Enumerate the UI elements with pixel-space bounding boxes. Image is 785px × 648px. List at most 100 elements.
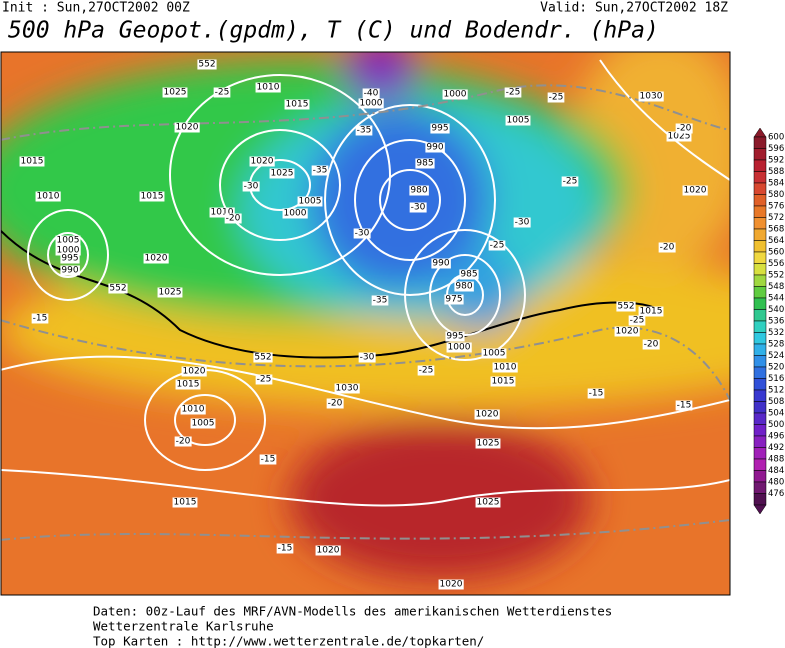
contour-label: -25 [506,88,521,98]
contour-label: -25 [630,316,645,326]
contour-label: -30 [411,203,426,213]
contour-label: -25 [419,366,434,376]
contour-label: -20 [677,124,692,134]
label-box [253,352,273,363]
contour-label: 552 [198,60,215,70]
contour-label: -20 [644,340,659,350]
legend-swatch [753,470,767,483]
label-box [362,88,380,99]
label-box [157,287,183,298]
legend-swatch [753,171,767,184]
label-box [224,213,242,224]
contour-label: -25 [549,93,564,103]
contour-label: 1020 [183,367,206,377]
legend-swatch [753,148,767,161]
contour-label: 980 [410,186,427,196]
label-box [415,158,435,169]
legend-label: 516 [768,374,784,384]
legend-label: 560 [768,248,784,258]
label-box [174,436,192,447]
contour-label: 1005 [483,349,506,359]
label-box [454,281,474,292]
contour-label: 552 [254,353,271,363]
legend-label: 572 [768,213,784,223]
label-box [459,269,479,280]
label-box [60,265,80,276]
legend-label: 484 [768,466,784,476]
label-box [180,404,206,415]
legend-swatch [753,447,767,460]
contour-label: 1020 [684,186,707,196]
legend-label: 596 [768,144,784,154]
legend-label: 508 [768,397,784,407]
contour-label: 1015 [141,192,164,202]
label-box [311,165,329,176]
legend-swatch [753,481,767,494]
footer-line: Daten: 00z-Lauf des MRF/AVN-Modells des … [93,604,612,619]
label-box [358,352,376,363]
legend-swatch [753,205,767,218]
contour-label: 1010 [182,405,205,415]
label-box [642,339,660,350]
label-box [425,142,445,153]
legend-swatch [753,493,767,506]
contour-label: 995 [61,254,78,264]
contour-label: 1000 [448,343,471,353]
label-box [682,185,708,196]
contour-label: 1015 [21,157,44,167]
contour-label: 985 [416,159,433,169]
contour-label: 995 [446,332,463,342]
legend-label: 528 [768,340,784,350]
label-box [259,454,277,465]
footer-line: Top Karten : http://www.wetterzentrale.d… [93,634,484,648]
label-box [614,326,640,337]
contour-label: -15 [261,455,276,465]
label-box [430,123,450,134]
label-box [297,196,323,207]
legend-swatch [753,182,767,195]
legend-label: 496 [768,432,784,442]
legend-label: 532 [768,328,784,338]
label-box [358,98,384,109]
contour-label: 990 [432,259,449,269]
contour-label: 1025 [159,288,182,298]
legend-label: 512 [768,386,784,396]
label-box [638,91,664,102]
label-box [475,438,501,449]
label-box [249,156,275,167]
legend-label: 524 [768,351,784,361]
legend-label: 592 [768,156,784,166]
label-box [326,398,344,409]
legend-swatch [753,435,767,448]
contour-label: -25 [563,177,578,187]
contour-label: 1010 [37,192,60,202]
legend-swatch [753,286,767,299]
map-title: 500 hPa Geopot.(gpdm), T (C) und Bodendr… [8,18,659,44]
label-box [658,242,676,253]
legend-swatch [753,378,767,391]
label-box [162,87,188,98]
contour-label: 1005 [57,236,80,246]
contour-label: 1015 [640,307,663,317]
contour-label: 1025 [164,88,187,98]
map-frame [0,51,731,596]
contour-label: 1010 [257,83,280,93]
label-box [616,301,636,312]
label-box [55,245,81,256]
label-box [444,294,464,305]
valid-time: Valid: Sun,27OCT2002 18Z [540,1,728,16]
contour-label: 552 [617,302,634,312]
contour-label: -30 [244,182,259,192]
legend-label: 564 [768,236,784,246]
contour-label: 1005 [192,419,215,429]
label-box [475,497,501,508]
label-box [638,306,664,317]
contour-label: 1000 [284,209,307,219]
legend-swatch [753,194,767,207]
contour-label: 1025 [271,169,294,179]
contour-label: 990 [61,266,78,276]
legend-swatch [753,401,767,414]
label-box [561,176,579,187]
contour-label: 975 [445,295,462,305]
